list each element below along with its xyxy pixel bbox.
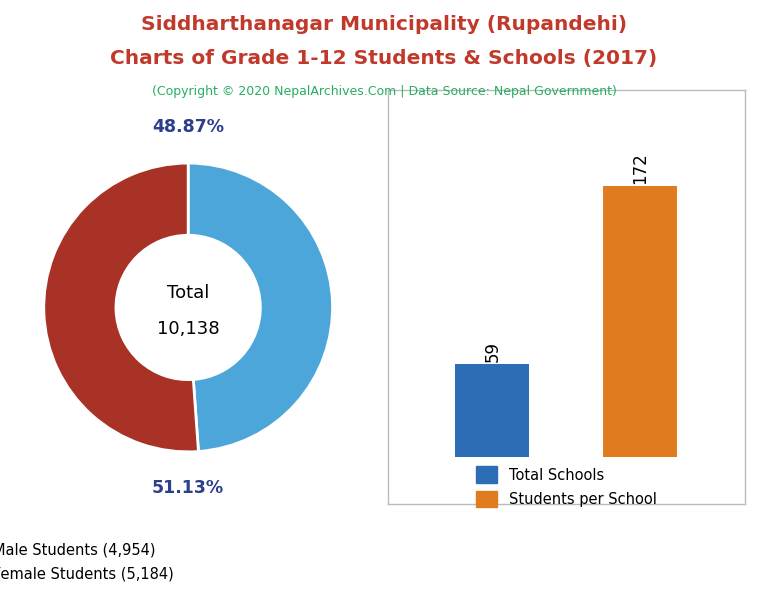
Wedge shape (44, 163, 198, 452)
Text: Siddharthanagar Municipality (Rupandehi): Siddharthanagar Municipality (Rupandehi) (141, 15, 627, 34)
Text: 59: 59 (483, 340, 502, 362)
Wedge shape (188, 163, 333, 451)
Text: 172: 172 (631, 152, 650, 184)
Legend: Total Schools, Students per School: Total Schools, Students per School (476, 466, 657, 507)
Text: 51.13%: 51.13% (152, 479, 224, 497)
Legend: Male Students (4,954), Female Students (5,184): Male Students (4,954), Female Students (… (0, 541, 174, 581)
Text: (Copyright © 2020 NepalArchives.Com | Data Source: Nepal Government): (Copyright © 2020 NepalArchives.Com | Da… (151, 85, 617, 98)
Text: 48.87%: 48.87% (152, 118, 224, 136)
Text: 10,138: 10,138 (157, 320, 220, 338)
Bar (455, 364, 529, 457)
Text: Total: Total (167, 284, 210, 302)
Text: Charts of Grade 1-12 Students & Schools (2017): Charts of Grade 1-12 Students & Schools … (111, 49, 657, 68)
Bar (604, 186, 677, 457)
